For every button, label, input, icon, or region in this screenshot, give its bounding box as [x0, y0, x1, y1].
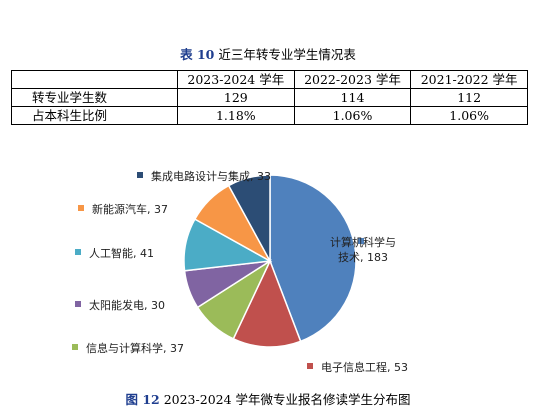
slice-label-line: 新能源汽车, 37 [92, 202, 168, 216]
row-label: 转专业学生数 [11, 88, 178, 107]
slice-label-line: 技术, 183 [338, 251, 388, 264]
table-row: 转专业学生数 129 114 112 [11, 88, 528, 107]
table-header-cell [11, 70, 178, 89]
slice-label-line: 电子信息工程, 53 [321, 360, 408, 374]
figure-caption-number: 图 12 [125, 392, 160, 407]
table-cell: 1.06% [410, 106, 528, 125]
table-cell: 112 [410, 88, 528, 107]
pie-chart: 计算机科学与技术, 183 电子信息工程, 53 信息与计算科学, 37 太阳能发电,… [72, 169, 408, 374]
label-marker [78, 205, 84, 211]
table-header-cell: 2023-2024 学年 [177, 70, 295, 89]
pie-slice [269, 174, 357, 343]
table-header-cell: 2022-2023 学年 [293, 70, 412, 89]
slice-label-line: 太阳能发电, 30 [89, 298, 165, 312]
table-header-cell: 2021-2022 学年 [410, 70, 528, 89]
label-marker [137, 172, 143, 178]
label-marker [75, 249, 81, 255]
slice-data-label: 信息与计算科学, 37 [86, 341, 184, 355]
label-marker [358, 238, 364, 244]
slice-label-line: 集成电路设计与集成, 33 [151, 169, 271, 183]
table-row: 占本科生比例 1.18% 1.06% 1.06% [11, 106, 528, 125]
slice-data-label: 集成电路设计与集成, 33 [151, 169, 271, 183]
table-cell: 114 [293, 88, 412, 107]
figure-caption-text: 2023-2024 学年微专业报名修读学生分布图 [163, 392, 411, 407]
table-header-row: 2023-2024 学年 2022-2023 学年 2021-2022 学年 [11, 70, 528, 89]
table-cell: 1.18% [177, 106, 295, 125]
slice-data-label: 人工智能, 41 [89, 246, 154, 260]
pie-slice [227, 174, 271, 262]
slice-data-label: 太阳能发电, 30 [89, 298, 165, 312]
label-marker [307, 363, 313, 369]
slice-label-line: 计算机科学与 [330, 235, 396, 249]
figure-caption: 图 12 2023-2024 学年微专业报名修读学生分布图 [0, 389, 536, 408]
label-marker [75, 301, 81, 307]
label-marker [72, 344, 78, 350]
pie-slice [232, 259, 302, 348]
slice-label-line: 信息与计算科学, 37 [86, 341, 184, 355]
slice-data-label: 电子信息工程, 53 [321, 360, 408, 374]
transfer-students-table: 2023-2024 学年 2022-2023 学年 2021-2022 学年 转… [11, 70, 528, 125]
table-caption-number: 表 10 [180, 47, 215, 62]
slice-data-label: 计算机科学与技术, 183 [330, 235, 396, 264]
slice-data-label: 新能源汽车, 37 [92, 202, 168, 216]
row-label: 占本科生比例 [11, 106, 178, 125]
table-caption: 表 10 近三年转专业学生情况表 [0, 44, 536, 63]
table-cell: 129 [177, 88, 295, 107]
table-cell: 1.06% [293, 106, 412, 125]
slice-label-line: 人工智能, 41 [89, 246, 154, 260]
table-caption-text: 近三年转专业学生情况表 [218, 47, 356, 62]
